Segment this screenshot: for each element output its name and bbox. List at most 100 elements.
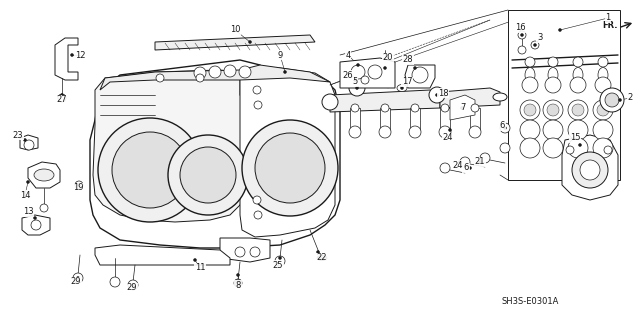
Text: 2: 2 xyxy=(627,93,632,102)
Circle shape xyxy=(500,143,510,153)
Circle shape xyxy=(568,100,588,120)
Circle shape xyxy=(110,277,120,287)
Text: 1: 1 xyxy=(605,13,611,23)
Circle shape xyxy=(168,135,248,215)
Circle shape xyxy=(525,57,535,67)
Ellipse shape xyxy=(573,68,583,83)
Circle shape xyxy=(248,41,252,43)
Text: 3: 3 xyxy=(538,33,543,42)
Circle shape xyxy=(284,70,287,73)
Text: 18: 18 xyxy=(438,88,448,98)
Circle shape xyxy=(548,57,558,67)
Circle shape xyxy=(33,217,36,219)
Circle shape xyxy=(518,31,526,39)
Circle shape xyxy=(520,138,540,158)
Text: 27: 27 xyxy=(57,95,67,105)
Text: 9: 9 xyxy=(277,50,283,60)
Circle shape xyxy=(461,107,463,109)
Circle shape xyxy=(180,147,236,203)
Circle shape xyxy=(468,167,472,169)
Text: 4: 4 xyxy=(346,50,351,60)
Polygon shape xyxy=(330,90,440,112)
Circle shape xyxy=(479,160,481,164)
Circle shape xyxy=(520,33,524,36)
Circle shape xyxy=(381,104,389,112)
Circle shape xyxy=(401,86,403,90)
Polygon shape xyxy=(440,88,500,108)
Polygon shape xyxy=(100,65,330,90)
Polygon shape xyxy=(508,10,620,180)
Circle shape xyxy=(460,157,470,167)
Text: 24: 24 xyxy=(443,133,453,143)
Circle shape xyxy=(411,104,419,112)
Text: 19: 19 xyxy=(73,183,83,192)
Circle shape xyxy=(361,76,369,84)
Polygon shape xyxy=(20,135,38,150)
Text: 24: 24 xyxy=(452,160,463,169)
Circle shape xyxy=(429,87,445,103)
Text: 15: 15 xyxy=(570,133,580,143)
Ellipse shape xyxy=(525,68,535,83)
Circle shape xyxy=(605,93,619,107)
Circle shape xyxy=(593,100,613,120)
Circle shape xyxy=(242,120,338,216)
Circle shape xyxy=(559,28,561,32)
Circle shape xyxy=(209,66,221,78)
Text: SH3S-E0301A: SH3S-E0301A xyxy=(501,298,559,307)
Circle shape xyxy=(253,86,261,94)
Circle shape xyxy=(600,88,624,112)
Polygon shape xyxy=(220,238,270,262)
Circle shape xyxy=(254,211,262,219)
Polygon shape xyxy=(470,108,480,132)
Circle shape xyxy=(568,138,588,158)
Circle shape xyxy=(349,80,365,96)
Circle shape xyxy=(383,66,387,70)
Circle shape xyxy=(368,65,382,79)
Circle shape xyxy=(156,74,164,82)
Circle shape xyxy=(409,126,421,138)
Circle shape xyxy=(520,120,540,140)
Polygon shape xyxy=(350,108,360,132)
Circle shape xyxy=(449,129,451,131)
Polygon shape xyxy=(380,108,390,132)
Polygon shape xyxy=(28,162,60,188)
Text: 17: 17 xyxy=(402,78,412,86)
Circle shape xyxy=(355,86,358,90)
Polygon shape xyxy=(22,215,50,235)
Text: 22: 22 xyxy=(317,254,327,263)
Circle shape xyxy=(413,66,417,70)
Text: FR.: FR. xyxy=(602,21,618,31)
Circle shape xyxy=(524,104,536,116)
Circle shape xyxy=(77,183,81,187)
Circle shape xyxy=(547,104,559,116)
Ellipse shape xyxy=(397,85,407,92)
Text: 16: 16 xyxy=(515,24,525,33)
Polygon shape xyxy=(450,95,475,120)
Circle shape xyxy=(254,101,262,109)
Circle shape xyxy=(570,77,586,93)
Circle shape xyxy=(597,104,609,116)
Polygon shape xyxy=(155,35,315,50)
Circle shape xyxy=(224,65,236,77)
Circle shape xyxy=(518,46,526,54)
Circle shape xyxy=(439,126,451,138)
Text: 5: 5 xyxy=(353,78,358,86)
Circle shape xyxy=(237,273,239,277)
Circle shape xyxy=(26,181,29,183)
Ellipse shape xyxy=(493,93,507,101)
Circle shape xyxy=(531,41,539,49)
Circle shape xyxy=(543,138,563,158)
Circle shape xyxy=(98,118,202,222)
Polygon shape xyxy=(562,135,618,200)
Circle shape xyxy=(73,273,83,283)
Polygon shape xyxy=(90,60,340,248)
Circle shape xyxy=(520,100,540,120)
Circle shape xyxy=(317,250,319,254)
Text: 10: 10 xyxy=(230,26,240,34)
Circle shape xyxy=(77,277,79,279)
Circle shape xyxy=(471,104,479,112)
Circle shape xyxy=(500,123,510,133)
Circle shape xyxy=(253,196,261,204)
Circle shape xyxy=(566,146,574,154)
Circle shape xyxy=(534,43,536,47)
